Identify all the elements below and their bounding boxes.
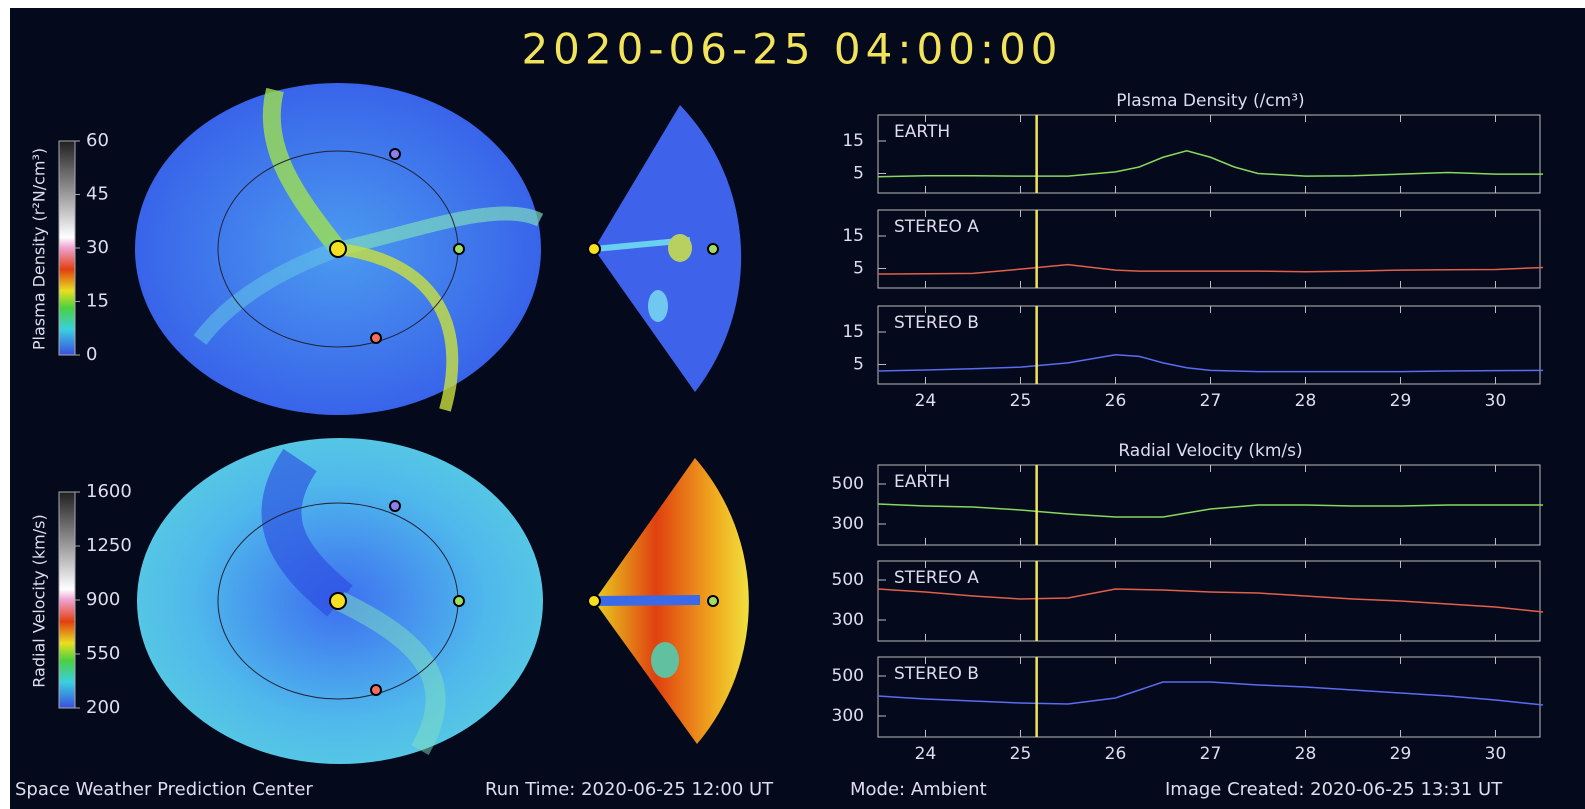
colorbar-tick-label: 1600	[86, 481, 132, 502]
x-tick-label: 30	[1485, 744, 1507, 764]
y-tick-label: 15	[842, 322, 864, 342]
colorbar	[58, 140, 76, 356]
x-tick-label: 29	[1390, 744, 1412, 764]
colorbar-tick-label: 1250	[86, 535, 132, 556]
y-tick-label: 5	[853, 259, 864, 279]
colorbar-tick-label: 60	[86, 130, 109, 151]
footer-run-time: Run Time: 2020-06-25 12:00 UT	[485, 779, 774, 800]
footer-created: Image Created: 2020-06-25 13:31 UT	[1165, 779, 1503, 800]
y-tick-label: 15	[842, 131, 864, 151]
velocity-map	[137, 438, 749, 764]
series-label: STEREO A	[894, 217, 979, 237]
x-tick-label: 27	[1200, 744, 1222, 764]
series-label: STEREO B	[894, 664, 979, 684]
y-tick-label: 300	[832, 610, 864, 630]
timestamp: 2020-06-25 04:00:00	[521, 25, 1062, 74]
colorbar-tick-label: 15	[86, 291, 109, 312]
panel-frame	[877, 656, 1541, 738]
series-line	[877, 588, 1544, 613]
series-line	[877, 353, 1544, 373]
x-tick-label: 25	[1010, 391, 1032, 411]
y-tick-label: 500	[832, 570, 864, 590]
x-tick-label: 29	[1390, 391, 1412, 411]
x-tick-label: 26	[1105, 391, 1127, 411]
footer-center: Space Weather Prediction Center	[15, 779, 313, 800]
x-tick-label: 28	[1295, 391, 1317, 411]
series-label: EARTH	[894, 122, 950, 142]
series-line	[877, 681, 1544, 706]
panel-frame	[877, 305, 1541, 385]
panel-frame	[877, 209, 1541, 289]
colorbar-label: Plasma Density (r²N/cm³)	[30, 148, 49, 350]
footer-mode: Mode: Ambient	[850, 779, 987, 800]
panel-title: Plasma Density (/cm³)	[1116, 91, 1304, 111]
y-tick-label: 300	[832, 706, 864, 726]
x-tick-label: 27	[1200, 391, 1222, 411]
colorbar-tick-label: 900	[86, 589, 120, 610]
x-tick-label: 30	[1485, 391, 1507, 411]
series-label: STEREO B	[894, 313, 979, 333]
x-tick-label: 25	[1010, 744, 1032, 764]
y-tick-label: 5	[853, 355, 864, 375]
x-tick-label: 24	[915, 744, 937, 764]
x-tick-label: 26	[1105, 744, 1127, 764]
x-tick-label: 28	[1295, 744, 1317, 764]
colorbar	[58, 491, 76, 709]
y-tick-label: 300	[832, 514, 864, 534]
panel-frame	[877, 114, 1541, 194]
series-line	[877, 149, 1543, 178]
series-line	[877, 263, 1544, 275]
y-tick-label: 500	[832, 666, 864, 686]
panel-frame	[877, 560, 1541, 642]
density-map	[135, 83, 742, 415]
colorbar-tick-label: 550	[86, 643, 120, 664]
colorbar-tick-label: 30	[86, 237, 109, 258]
colorbar-tick-label: 45	[86, 184, 109, 205]
series-label: EARTH	[894, 472, 950, 492]
y-tick-label: 15	[842, 226, 864, 246]
y-tick-label: 5	[853, 164, 864, 184]
colorbar-tick-label: 200	[86, 697, 120, 718]
panel-title: Radial Velocity (km/s)	[1118, 441, 1302, 461]
colorbar-tick-label: 0	[86, 344, 97, 365]
series-label: STEREO A	[894, 568, 979, 588]
x-tick-label: 24	[915, 391, 937, 411]
series-line	[877, 503, 1543, 518]
colorbar-label: Radial Velocity (km/s)	[30, 514, 49, 687]
y-tick-label: 500	[832, 474, 864, 494]
